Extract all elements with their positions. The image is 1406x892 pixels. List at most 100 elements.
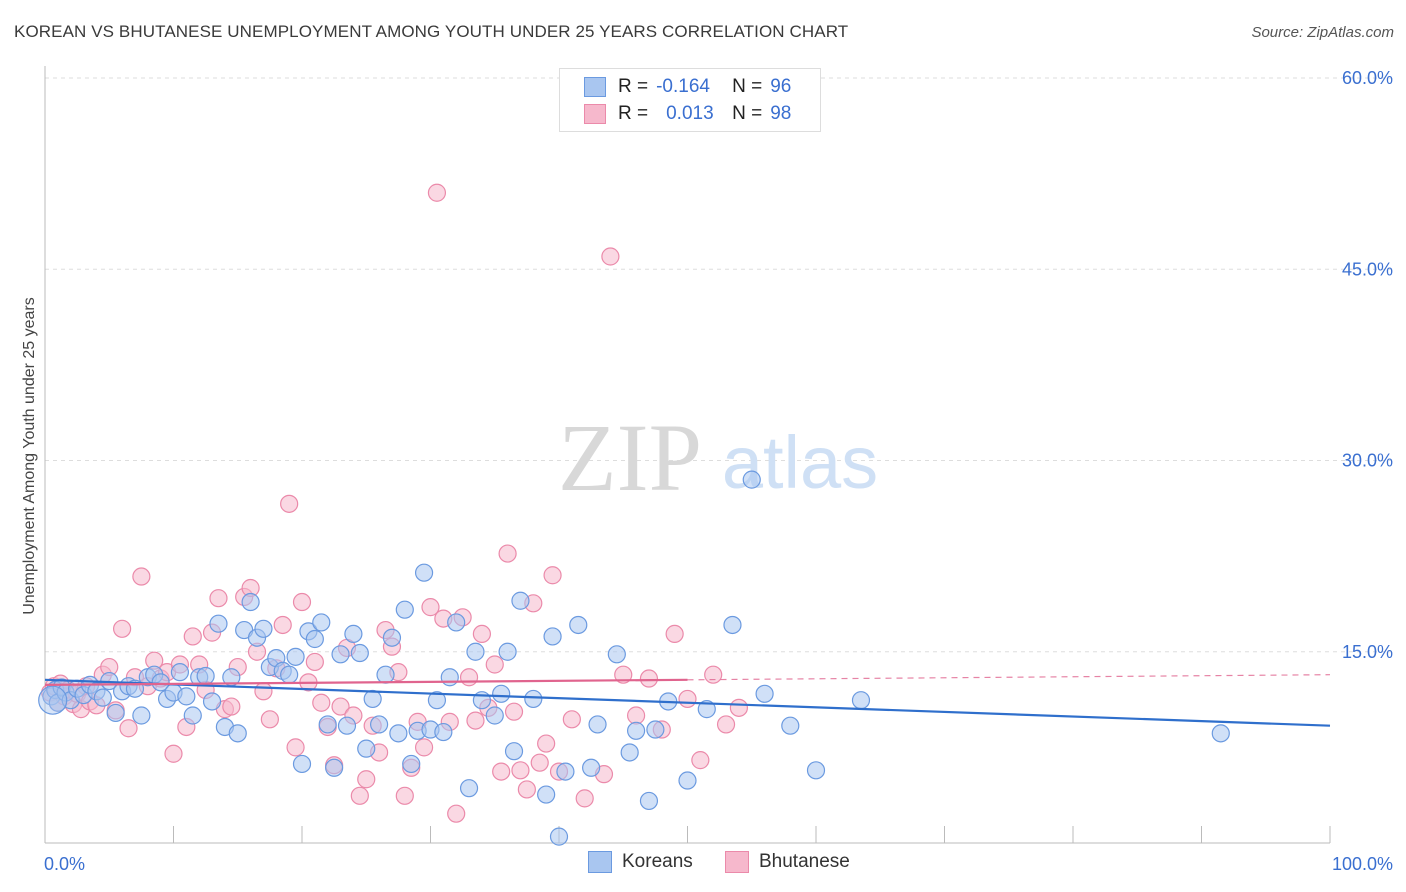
bhutanese-point xyxy=(427,183,447,202)
korean-point xyxy=(382,628,402,647)
legend-row-korean: R = -0.164 N = 96 xyxy=(584,74,791,100)
legend-item-koreans[interactable]: Koreans xyxy=(588,851,693,873)
korean-point xyxy=(254,619,273,638)
korean-point xyxy=(363,689,382,709)
bhutanese-point xyxy=(716,715,736,734)
bhutanese-point xyxy=(517,780,536,799)
trend-lines xyxy=(44,674,1331,727)
bhutanese-point xyxy=(222,697,241,716)
legend-row-bhutanese: R = 0.013 N = 98 xyxy=(584,101,791,127)
y-tick-label: 45.0% xyxy=(1342,259,1393,279)
bhutanese-point xyxy=(530,753,549,772)
korean-point xyxy=(395,600,414,619)
bhutanese-n-value: 98 xyxy=(770,103,792,124)
korean-point xyxy=(331,645,350,664)
korean-r-label: R = xyxy=(618,76,649,97)
korean-n-value: 96 xyxy=(770,76,792,97)
bhutanese-point xyxy=(331,697,350,716)
korean-point xyxy=(620,743,639,762)
korean-point xyxy=(183,706,202,725)
bhutanese-r-value: 0.013 xyxy=(666,103,714,124)
bhutanese-swatch xyxy=(584,104,606,124)
korean-point xyxy=(723,615,742,635)
bhutanese-point xyxy=(421,598,440,617)
korean-point xyxy=(196,666,215,686)
tick-labels: 15.0% 30.0% 45.0% 60.0% 0.0% 100.0% xyxy=(44,68,1393,874)
bhutanese-point xyxy=(447,804,466,823)
bhutanese-point xyxy=(254,682,273,701)
korean-point xyxy=(1211,724,1230,743)
korean-point xyxy=(376,665,395,684)
korean-point xyxy=(209,614,228,633)
bhutanese-point xyxy=(260,710,279,729)
bhutanese-point xyxy=(614,665,633,684)
korean-point xyxy=(492,684,511,703)
bhutanese-point xyxy=(164,744,183,763)
korean-point xyxy=(549,827,569,846)
bhutanese-point xyxy=(678,689,697,709)
bhutanese-point xyxy=(504,702,524,721)
korean-point xyxy=(357,739,376,758)
y-tick-label: 15.0% xyxy=(1342,642,1393,662)
korean-point xyxy=(280,665,299,684)
korean-point xyxy=(537,785,556,804)
korean-point xyxy=(389,724,408,743)
korean-point xyxy=(434,722,453,742)
korean-point xyxy=(485,706,504,725)
korean-point xyxy=(350,643,369,663)
korean-point xyxy=(414,563,434,582)
bhutanese-legend-swatch xyxy=(725,851,749,873)
bhutanese-point xyxy=(485,655,504,674)
bhutanese-point xyxy=(312,693,331,712)
bhutanese-point xyxy=(639,669,659,688)
korean-points xyxy=(38,470,1230,846)
korean-point xyxy=(402,754,421,774)
bhutanese-point xyxy=(626,706,646,725)
bhutanese-point xyxy=(132,567,151,586)
x-tick-label: 100.0% xyxy=(1332,854,1393,874)
bhutanese-point xyxy=(601,247,620,266)
bhutanese-point xyxy=(395,786,414,805)
korean-point xyxy=(498,642,517,661)
bhutanese-point xyxy=(575,789,594,808)
korean-point xyxy=(678,771,697,790)
korean-point xyxy=(569,615,588,635)
bhutanese-point xyxy=(414,738,434,757)
bhutanese-point xyxy=(273,615,292,635)
bhutanese-point xyxy=(729,698,749,717)
korean-point xyxy=(440,668,459,687)
korean-point xyxy=(132,706,151,725)
bhutanese-point xyxy=(305,652,324,672)
bhutanese-point xyxy=(492,762,511,781)
korean-point xyxy=(459,779,479,798)
bhutanese-point xyxy=(292,592,312,612)
korean-point xyxy=(292,754,312,774)
bhutanese-point xyxy=(691,751,710,770)
bhutanese-point xyxy=(562,710,581,729)
bhutanese-point xyxy=(350,786,369,805)
bhutanese-n-label: N = xyxy=(732,103,763,124)
bhutanese-point xyxy=(665,624,684,644)
bhutanese-point xyxy=(119,719,138,738)
korean-point xyxy=(228,724,247,743)
y-tick-label: 30.0% xyxy=(1342,451,1393,471)
korean-point xyxy=(241,592,260,612)
korean-point xyxy=(742,470,761,489)
korean-trend-line xyxy=(44,678,1331,727)
legend-item-bhutanese[interactable]: Bhutanese xyxy=(725,851,850,873)
bhutanese-legend-label: Bhutanese xyxy=(759,851,850,872)
korean-point xyxy=(344,624,363,644)
correlation-legend: R = -0.164 N = 96 R = 0.013 N = 98 xyxy=(559,68,821,132)
koreans-legend-swatch xyxy=(588,851,612,873)
korean-n-label: N = xyxy=(732,76,763,97)
gridlines xyxy=(45,77,1392,653)
korean-point xyxy=(524,689,543,709)
bhutanese-point xyxy=(357,770,376,789)
korean-point xyxy=(607,645,626,664)
korean-point xyxy=(466,642,485,661)
bhutanese-r-label: R = xyxy=(618,103,649,124)
korean-point xyxy=(305,629,324,649)
korean-point xyxy=(543,627,562,646)
korean-point xyxy=(170,663,190,682)
